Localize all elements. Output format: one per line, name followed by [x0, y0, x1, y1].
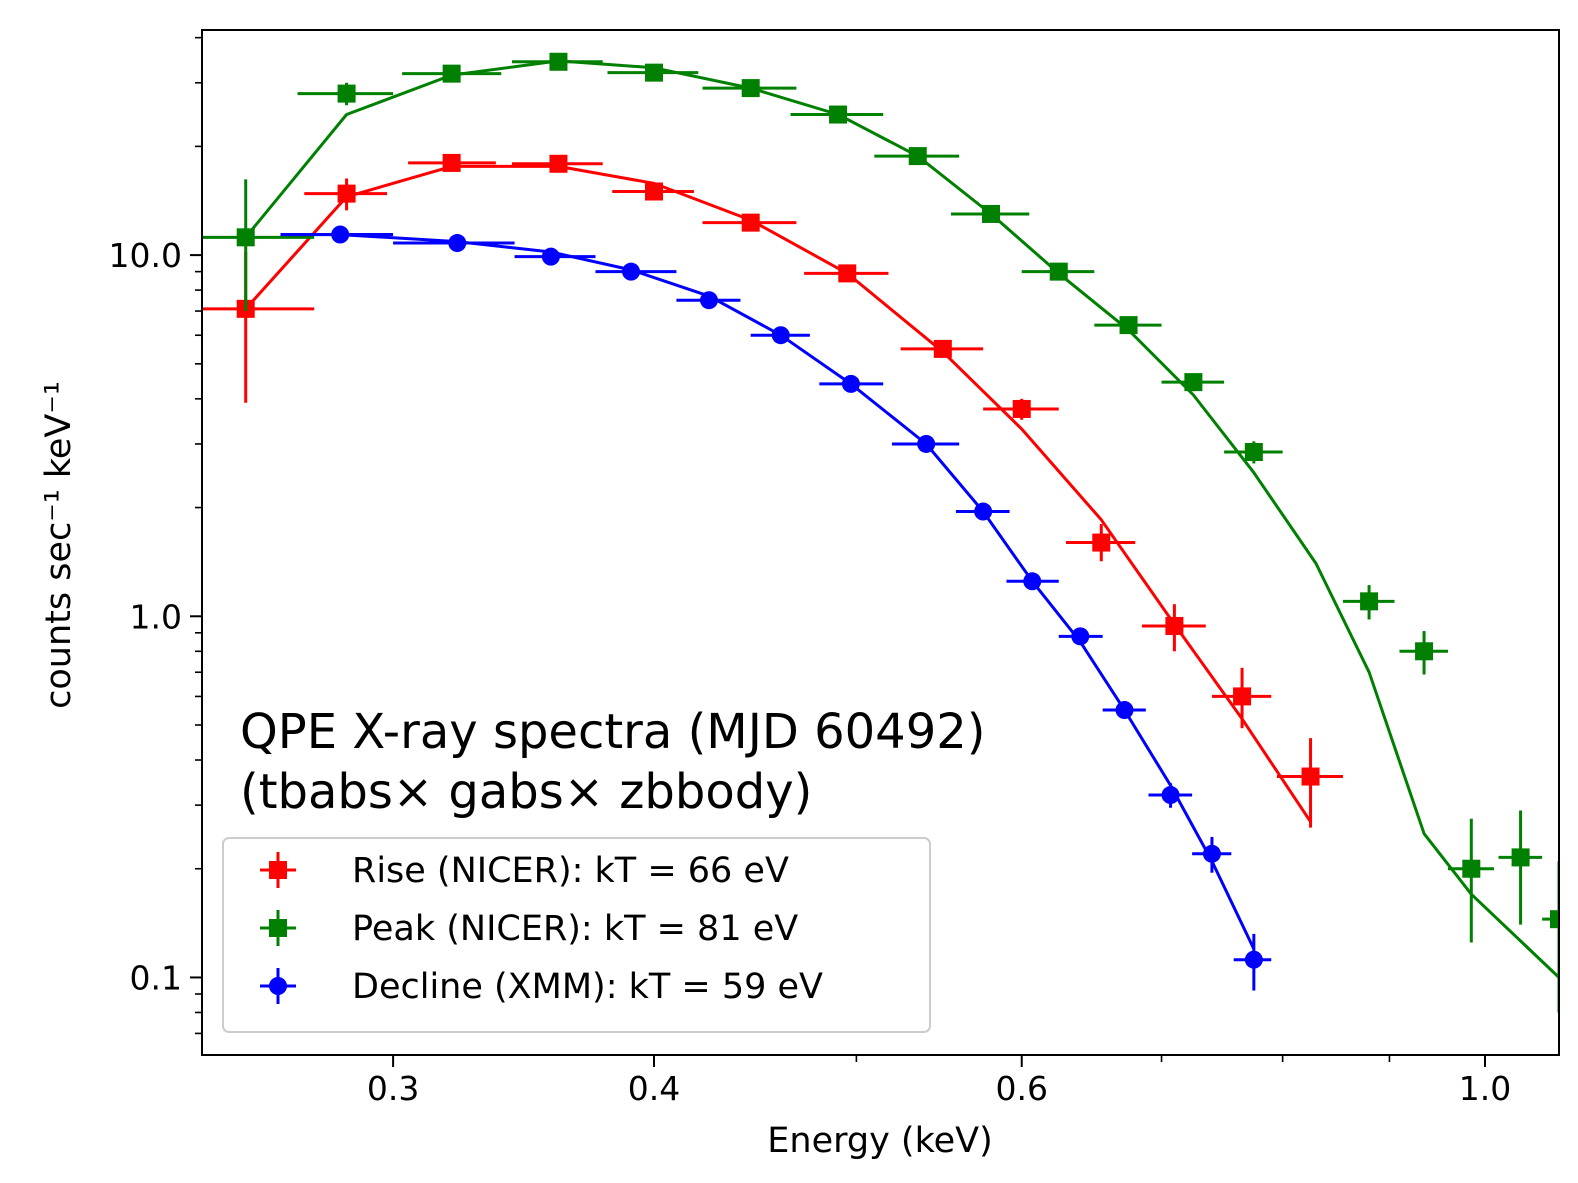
series-2-point-3: [622, 262, 641, 281]
series-1-point-3: [549, 52, 568, 71]
series-2-point-13: [1202, 844, 1221, 863]
series-2-point-12: [1161, 786, 1180, 805]
series-0-point-9: [1092, 533, 1111, 552]
x-tick-label-0: 0.3: [367, 1069, 419, 1108]
series-0-point-2: [442, 153, 461, 172]
series-2-point-7: [917, 434, 936, 453]
legend-1-label: Peak (NICER): kT = 81 eV: [352, 909, 798, 949]
series-2: [280, 225, 1272, 991]
series-2-point-14: [1244, 950, 1263, 969]
series-1-point-14: [1415, 642, 1434, 661]
series-2-point-4: [699, 291, 718, 310]
series-0-point-12: [1301, 767, 1320, 786]
series-2-point-0: [331, 225, 350, 244]
series-1-point-4: [645, 63, 664, 82]
x-tick-label-1: 0.4: [628, 1069, 680, 1108]
y-tick-label-0: 0.1: [130, 958, 182, 997]
series-0-point-1: [337, 184, 356, 203]
y-axis-label: counts sec⁻¹ keV⁻¹: [39, 381, 79, 709]
x-tick-label-2: 0.6: [995, 1069, 1047, 1108]
series-0-point-8: [1012, 399, 1031, 418]
legend-0-label: Rise (NICER): kT = 66 eV: [352, 851, 789, 891]
series-1-point-11: [1184, 373, 1203, 392]
series-1-point-8: [981, 204, 1000, 223]
series-0-point-3: [549, 154, 568, 173]
series-2-point-8: [974, 502, 993, 521]
series-1-point-17: [1550, 910, 1559, 929]
y-tick-label-1: 1.0: [130, 597, 182, 636]
series-1-point-13: [1360, 592, 1379, 611]
legend-items: Rise (NICER): kT = 66 eV Peak (NICER): kT…: [260, 851, 823, 1007]
legend-box: [222, 837, 931, 1033]
series-2-point-11: [1115, 701, 1134, 720]
series-1-point-9: [1049, 262, 1068, 281]
series-0-point-5: [741, 213, 760, 232]
series-2-point-6: [841, 374, 860, 393]
series-2-point-1: [448, 234, 467, 253]
x-axis-label: Energy (keV): [767, 1121, 992, 1161]
legend: Rise (NICER): kT = 66 eV Peak (NICER): kT…: [222, 837, 931, 1033]
plot-frame: [201, 29, 1560, 1056]
series-1-point-16: [1511, 848, 1530, 867]
series-1-point-6: [829, 105, 848, 124]
series-0-point-4: [645, 182, 664, 201]
series-1-point-5: [741, 79, 760, 98]
series-0-point-7: [933, 339, 952, 358]
series-layer: [202, 52, 1559, 1013]
series-0-point-10: [1165, 616, 1184, 635]
series-0: [202, 153, 1343, 828]
legend-2-label: Decline (XMM): kT = 59 eV: [352, 967, 823, 1007]
series-2-point-9: [1023, 572, 1042, 591]
series-2-point-2: [541, 247, 560, 266]
series-0-point-6: [838, 264, 857, 283]
legend-0-marker: [269, 861, 287, 879]
annotation-model: (tbabs× gabs× zbbody): [240, 764, 812, 820]
series-1: [202, 52, 1559, 1013]
axes-layer: 0.3 0.4 0.6 1.0 0.1 1.0 10.0: [109, 36, 1511, 1108]
legend-1-marker: [269, 919, 287, 937]
series-1-point-0: [236, 228, 255, 247]
series-1-point-7: [908, 147, 927, 166]
series-0-point-11: [1233, 687, 1252, 706]
annotation-title: QPE X-ray spectra (MJD 60492): [240, 704, 986, 760]
series-1-point-12: [1244, 443, 1263, 462]
series-2-point-10: [1071, 627, 1090, 646]
legend-2-marker: [269, 977, 287, 995]
x-tick-label-3: 1.0: [1459, 1069, 1511, 1108]
series-1-point-15: [1462, 859, 1481, 878]
series-1-point-1: [337, 84, 356, 103]
series-1-point-10: [1119, 316, 1138, 335]
y-tick-label-2: 10.0: [109, 236, 182, 275]
series-2-model-line: [280, 233, 1256, 950]
series-2-point-5: [771, 326, 790, 345]
series-1-point-2: [442, 64, 461, 83]
